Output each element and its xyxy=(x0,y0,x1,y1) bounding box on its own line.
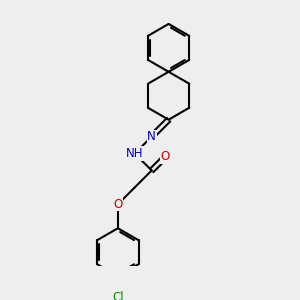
Text: N: N xyxy=(147,130,156,143)
Text: Cl: Cl xyxy=(112,291,124,300)
Text: O: O xyxy=(113,198,122,211)
Text: NH: NH xyxy=(126,147,143,160)
Text: O: O xyxy=(160,150,170,164)
